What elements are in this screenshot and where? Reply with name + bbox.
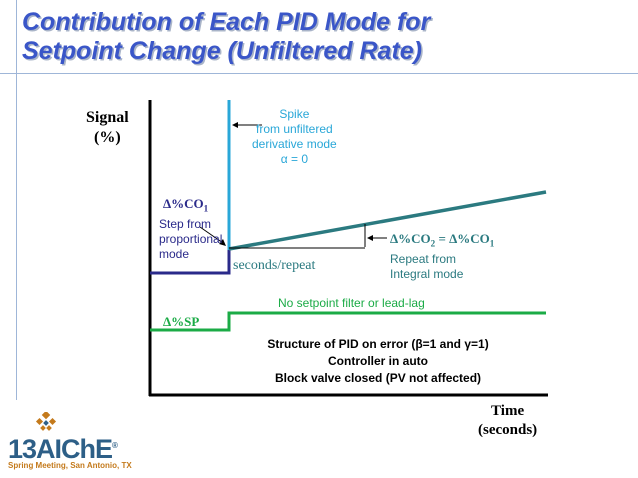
header-rule — [0, 73, 638, 74]
slide-title: Contribution of Each PID Mode for Setpoi… — [22, 8, 622, 66]
proportional-line-3: mode — [159, 246, 190, 261]
delta-co1-sub: 1 — [203, 203, 209, 214]
structure-line-3: Block valve closed (PV not affected) — [274, 371, 482, 385]
spike-line-4: α = 0 — [280, 152, 308, 166]
aiche-logo: 13AIChE® — [8, 432, 118, 464]
proportional-arrowhead — [219, 239, 226, 246]
logo-name: AIChE — [36, 434, 113, 464]
spike-line-2: from unfiltered — [256, 122, 333, 136]
x-label-line-2: (seconds) — [478, 422, 538, 438]
x-axis-label: Time (seconds) — [478, 402, 537, 440]
title-line-2: Setpoint Change (Unfiltered Rate) — [22, 37, 423, 65]
integral-annotation: Δ%CO2 = Δ%CO1 Repeat from Integral mode — [390, 231, 494, 282]
aiche-logo-mark — [35, 412, 57, 431]
spike-line-1: Spike — [279, 107, 310, 121]
structure-note: Structure of PID on error (β=1 and γ=1) … — [256, 336, 500, 387]
left-rule — [16, 0, 17, 400]
spike-annotation: Spike from unfiltered derivative mode α … — [252, 107, 337, 167]
integral-line-1: Repeat from — [390, 251, 457, 266]
integral-arrowhead — [367, 235, 373, 241]
logo-number: 13 — [8, 434, 37, 464]
seconds-repeat-label: seconds/repeat — [233, 258, 316, 273]
y-label-line-2: (%) — [94, 129, 121, 146]
delta-co1-label: Δ%CO1 — [163, 196, 222, 217]
proportional-trace — [150, 248, 231, 275]
proportional-line-2: proportional — [159, 231, 223, 246]
delta-co1-text: Δ%CO — [163, 196, 204, 211]
spike-arrowhead — [232, 122, 238, 128]
x-label-line-1: Time — [491, 403, 525, 419]
integral-line-2: Integral mode — [390, 266, 464, 281]
y-label-line-1: Signal — [86, 109, 129, 126]
integral-eq-a-sub: 2 — [430, 238, 436, 249]
spike-line-3: derivative mode — [252, 137, 337, 151]
structure-line-1: Structure of PID on error (β=1 and γ=1) — [267, 337, 489, 351]
proportional-line-1: Step from — [159, 216, 212, 231]
integral-eq-a: Δ%CO — [390, 231, 431, 246]
y-axis-label: Signal (%) — [86, 108, 129, 148]
proportional-annotation: Δ%CO1 Step from proportional mode — [159, 196, 222, 262]
delta-sp-label: Δ%SP — [163, 314, 200, 329]
proportional-arrow — [199, 226, 224, 244]
title-line-1: Contribution of Each PID Mode for — [22, 8, 431, 36]
structure-line-2: Controller in auto — [328, 354, 428, 368]
integral-equation: Δ%CO2 = Δ%CO1 — [390, 231, 494, 252]
no-filter-label: No setpoint filter or lead-lag — [278, 296, 425, 310]
integral-eq-mid: = Δ%CO — [435, 231, 490, 246]
logo-registered: ® — [112, 441, 118, 450]
integral-ramp — [228, 190, 547, 251]
setpoint-trace — [150, 311, 546, 332]
integral-eq-b-sub: 1 — [489, 238, 495, 249]
logo-subtitle: Spring Meeting, San Antonio, TX — [8, 461, 132, 470]
